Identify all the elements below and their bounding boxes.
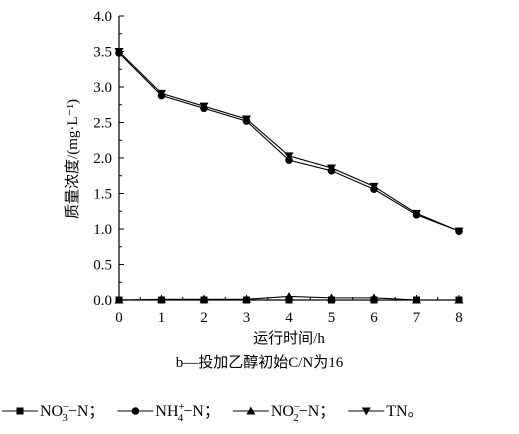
- y-tick-label: 0.0: [93, 293, 112, 309]
- legend-item-4: TN。: [348, 403, 424, 420]
- data-point: [284, 291, 294, 300]
- data-point: [369, 182, 379, 191]
- data-point: [327, 164, 336, 173]
- x-tick-label: 6: [370, 310, 378, 326]
- x-tick-label: 8: [455, 310, 463, 326]
- data-point: [114, 295, 124, 304]
- data-point: [327, 293, 336, 302]
- data-point: [369, 293, 379, 302]
- y-tick-label: 4.0: [93, 9, 112, 25]
- y-axis-label: 质量浓度/(mg·L⁻¹): [64, 99, 81, 219]
- x-tick-label: 2: [200, 310, 208, 326]
- legend: NO− 3−N； NH+ 4−N； NO− 2−N； TN。: [2, 401, 424, 424]
- series-4: [114, 48, 464, 236]
- y-tick-label: 2.5: [93, 116, 112, 132]
- series-3: [114, 291, 464, 304]
- legend-label: NO− 3−N；: [40, 401, 104, 424]
- series-2: [115, 49, 463, 235]
- y-tick-label: 3.0: [93, 80, 112, 96]
- x-tick-label: 4: [285, 310, 293, 326]
- legend-marker: [246, 406, 256, 415]
- data-point: [199, 294, 209, 303]
- x-tick-label: 5: [328, 310, 336, 326]
- legend-label: NH+ 4−N；: [155, 401, 219, 424]
- x-axis-label: 运行时间/h: [253, 330, 325, 347]
- x-tick-label: 3: [243, 310, 251, 326]
- data-point: [242, 115, 251, 124]
- y-tick-label: 0.5: [93, 258, 112, 274]
- y-tick-label: 2.0: [93, 151, 112, 167]
- data-point: [157, 294, 166, 303]
- legend-marker: [16, 407, 24, 415]
- chart-series: [114, 48, 464, 304]
- data-point: [285, 296, 293, 304]
- legend-item-3: NO− 2−N；: [232, 401, 335, 424]
- data-point: [454, 295, 464, 304]
- data-point: [114, 48, 124, 56]
- data-point: [412, 295, 421, 304]
- legend-label: NO− 2−N；: [271, 401, 335, 424]
- data-point: [199, 102, 209, 111]
- line-chart: 0.0 0.5 1.0 1.5 2.0 2.5 3.0 3.5 4.0 0 1 2 3 4 5 6 7 8 运行时…: [64, 9, 464, 347]
- chart-axes: 0.0 0.5 1.0 1.5 2.0 2.5 3.0 3.5 4.0 0 1 2 3 4 5 6 7 8: [93, 9, 463, 326]
- legend-item-2: NH+ 4−N；: [117, 401, 220, 424]
- data-point: [157, 89, 166, 98]
- x-tick-label: 7: [413, 310, 421, 326]
- figure-caption: b—投加乙醇初始C/N为16: [175, 355, 344, 371]
- legend-item-1: NO− 3−N；: [2, 401, 104, 424]
- y-tick-label: 3.5: [93, 45, 112, 61]
- series-line: [118, 51, 460, 232]
- y-tick-label: 1.5: [93, 187, 112, 203]
- legend-marker: [131, 407, 140, 415]
- series-line: [118, 52, 460, 232]
- legend-marker: [361, 407, 371, 416]
- x-tick-label: 0: [115, 310, 123, 326]
- data-point: [412, 209, 421, 218]
- data-point: [284, 152, 294, 161]
- x-tick-label: 1: [158, 310, 166, 326]
- legend-label: TN。: [386, 403, 423, 420]
- data-point: [454, 227, 464, 236]
- data-point: [242, 294, 251, 303]
- y-tick-label: 1.0: [93, 222, 112, 238]
